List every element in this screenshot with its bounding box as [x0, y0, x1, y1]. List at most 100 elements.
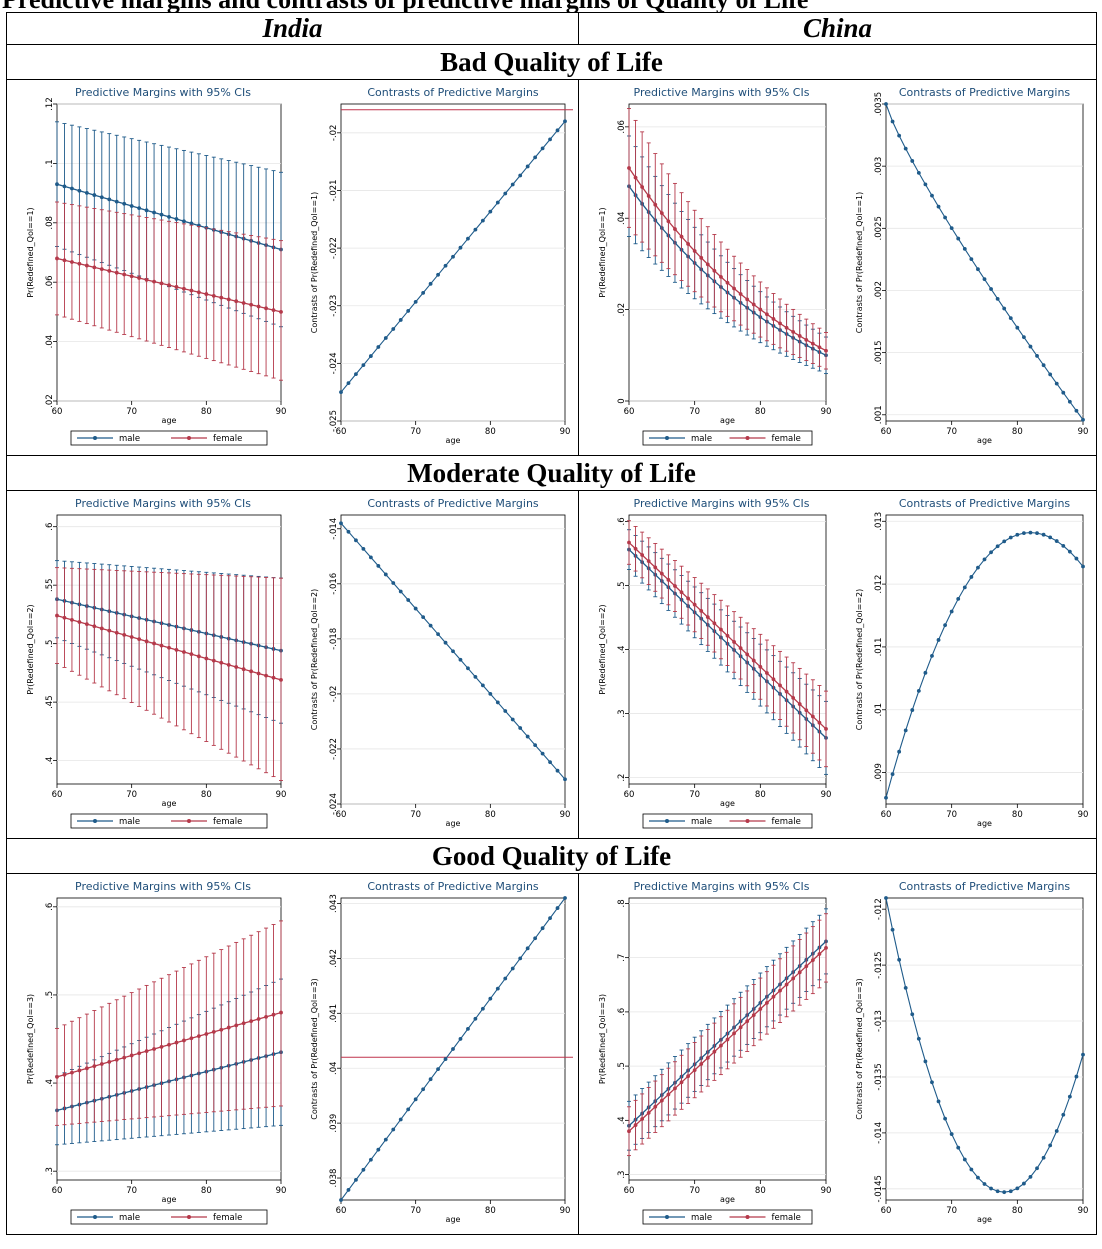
female-point	[699, 608, 704, 613]
female-point	[705, 615, 710, 619]
contrast-point	[1041, 363, 1046, 368]
legend-box	[642, 813, 813, 829]
female-point	[712, 621, 717, 626]
contrast-point	[1081, 1052, 1085, 1057]
female-point	[758, 664, 763, 669]
contrast-point	[1022, 1181, 1026, 1186]
female-point	[137, 276, 142, 280]
x-tick-label: 70	[126, 790, 137, 800]
x-tick-label: 80	[755, 790, 766, 800]
y-tick-label: .041	[329, 1004, 339, 1023]
y-tick-label: .012	[874, 575, 884, 594]
female-point	[745, 297, 750, 302]
x-tick-label: 80	[755, 407, 766, 417]
female-point	[653, 202, 658, 207]
contrast-point	[962, 585, 967, 590]
contrast-point	[398, 1117, 403, 1122]
contrast-point	[1067, 549, 1072, 554]
male-point	[144, 208, 149, 213]
female-point	[122, 272, 127, 277]
contrast-point	[1035, 354, 1039, 358]
contrast-point	[458, 245, 463, 250]
y-tick-label: .042	[329, 949, 339, 968]
y-tick-label: .06	[45, 275, 55, 289]
legend-label-female: female	[772, 817, 801, 827]
legend-marker-female	[187, 436, 191, 440]
female-point	[797, 970, 802, 975]
y-tick-label: -.018	[329, 628, 339, 650]
y-tick-label: -.013	[874, 1010, 884, 1032]
contrast-point	[540, 926, 545, 931]
china-bad-margins-chart: Predictive Margins with 95% CIs 0 .02 .04 .0…	[598, 86, 831, 446]
contrast-point	[383, 336, 388, 340]
female-point	[249, 302, 254, 307]
contrast-point	[488, 692, 493, 696]
female-point	[55, 613, 59, 618]
contrast-point	[962, 247, 967, 251]
contrast-point	[540, 751, 545, 756]
legend-box	[642, 430, 813, 446]
chart-title: Contrasts of Predictive Margins	[899, 880, 1071, 893]
x-axis-label: age	[446, 1215, 461, 1224]
plot-area	[885, 103, 1084, 422]
x-axis-label: age	[446, 436, 461, 445]
y-tick-label: 0	[617, 398, 627, 403]
y-tick-label: -.022	[329, 738, 339, 760]
contrast-point	[473, 1016, 478, 1021]
female-point	[666, 577, 671, 582]
contrast-point	[989, 1186, 993, 1191]
india-good-contrasts-chart: Contrasts of Predictive Margins .038 .039.…	[310, 880, 573, 1224]
female-point	[810, 714, 815, 719]
contrast-point	[391, 1127, 396, 1132]
female-point	[114, 270, 119, 275]
china-mod-contrasts-chart: Contrasts of Predictive Margins .009 .01 .0…	[855, 497, 1088, 828]
x-tick-label: 80	[1012, 427, 1023, 437]
female-point	[784, 325, 789, 330]
y-axis-label: Pr(Redefined_Qol==2)	[26, 604, 35, 694]
y-tick-label: .013	[874, 512, 884, 531]
female-point	[705, 262, 710, 267]
female-point	[99, 626, 104, 631]
chart-title: Predictive Margins with 95% CIs	[75, 86, 251, 99]
legend-marker-female	[187, 819, 191, 823]
female-point	[84, 263, 89, 268]
section-header-bad: Bad Quality of Life	[6, 44, 1097, 80]
legend-marker-female	[745, 436, 750, 440]
contrast-point	[443, 640, 448, 645]
female-point	[144, 639, 149, 644]
female-point	[738, 292, 743, 296]
female-point	[211, 1029, 216, 1034]
female-point	[226, 297, 231, 302]
female-point	[679, 590, 684, 595]
contrast-point	[969, 1167, 974, 1172]
female-point	[182, 650, 186, 654]
female-point	[738, 646, 743, 651]
contrast-point	[339, 521, 343, 526]
female-point	[725, 633, 730, 638]
contrast-point	[1081, 564, 1085, 569]
female-point	[633, 546, 638, 551]
female-point	[159, 643, 164, 648]
contrast-point	[495, 200, 500, 205]
china-good-margins-chart: Predictive Margins with 95% CIs .3 .4 .5 .6.…	[598, 880, 831, 1225]
female-point	[646, 194, 651, 198]
female-point	[824, 727, 828, 731]
contrast-point	[936, 204, 941, 209]
female-point	[771, 994, 776, 999]
contrast-point	[910, 708, 915, 712]
female-point	[712, 1049, 717, 1054]
x-tick-label: 80	[485, 1206, 496, 1216]
female-point	[666, 1092, 671, 1097]
female-point	[699, 255, 704, 260]
chart-title: Predictive Margins with 95% CIs	[75, 880, 251, 893]
contrast-point	[563, 119, 567, 124]
y-tick-label: .4	[45, 757, 55, 765]
female-point	[189, 288, 194, 293]
y-axis-label: Contrasts of Pr(Redefined_Qol==3)	[855, 978, 864, 1120]
y-tick-label: .4	[617, 645, 627, 653]
chart-title: Predictive Margins with 95% CIs	[634, 497, 810, 510]
contrast-point	[383, 572, 388, 577]
y-tick-label: .6	[45, 903, 55, 911]
female-point	[167, 283, 171, 288]
